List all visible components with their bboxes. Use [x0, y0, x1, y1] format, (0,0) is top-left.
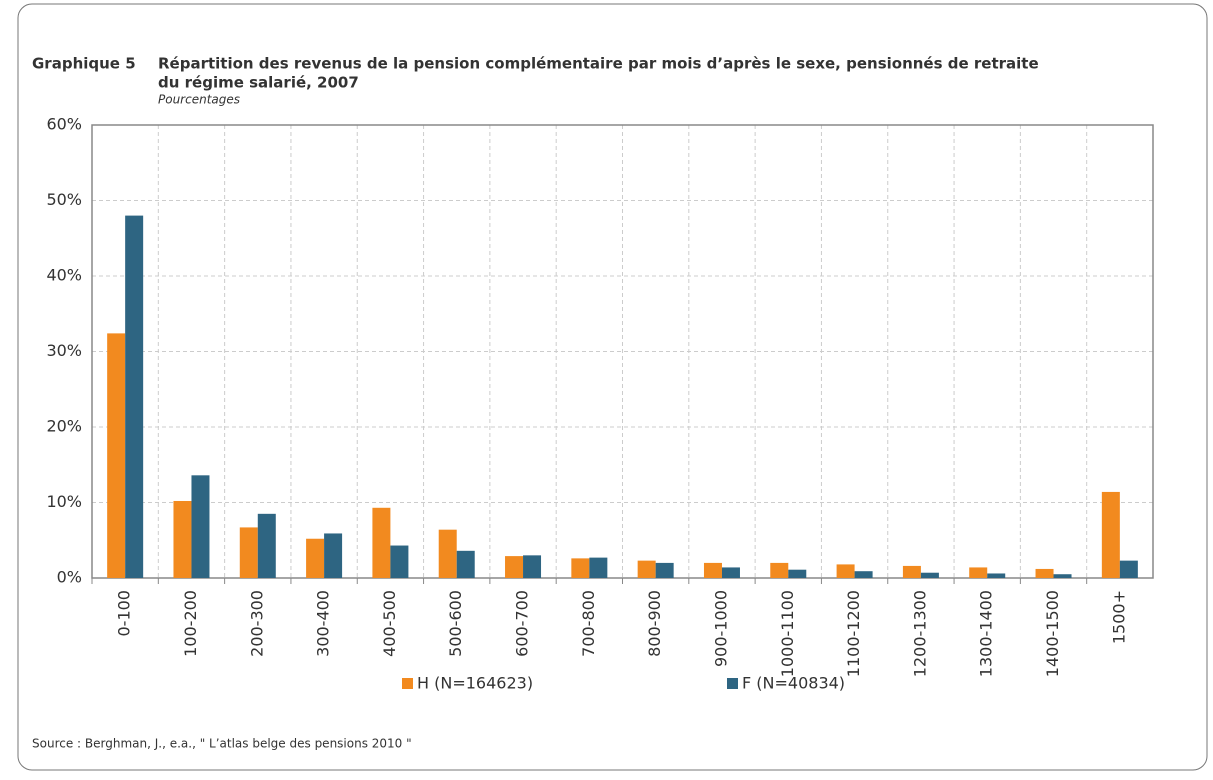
bar — [920, 572, 939, 578]
bar — [836, 564, 855, 578]
bar — [306, 538, 325, 578]
x-tick-label: 500-600 — [446, 590, 465, 657]
legend-swatch — [727, 678, 738, 689]
x-tick-label: 100-200 — [181, 590, 200, 657]
legend-label: H (N=164623) — [417, 674, 533, 693]
x-tick-label: 1500+ — [1109, 590, 1128, 644]
legend-label: F (N=40834) — [742, 674, 845, 693]
x-tick-label: 1200-1300 — [910, 590, 929, 677]
bar — [987, 573, 1006, 578]
chart-title: Répartition des revenus de la pension co… — [158, 55, 1039, 73]
bar — [854, 571, 873, 578]
bar — [523, 555, 542, 578]
source-note: Source : Berghman, J., e.a., " L’atlas b… — [32, 737, 412, 751]
x-tick-label: 900-1000 — [711, 590, 730, 667]
y-tick-label: 20% — [46, 417, 82, 436]
bar — [505, 556, 524, 578]
chart-subtitle: Pourcentages — [158, 93, 240, 107]
bar — [125, 215, 144, 578]
y-tick-label: 10% — [46, 492, 82, 511]
x-tick-label: 300-400 — [314, 590, 333, 657]
bar — [257, 513, 276, 578]
x-tick-label: 1100-1200 — [844, 590, 863, 677]
chart-label: Graphique 5 — [32, 55, 136, 73]
chart-title: du régime salarié, 2007 — [158, 74, 359, 92]
y-tick-label: 40% — [46, 266, 82, 285]
bar — [438, 529, 457, 578]
x-tick-label: 1000-1100 — [778, 590, 797, 677]
legend-swatch — [402, 678, 413, 689]
bar — [770, 562, 789, 578]
x-tick-label: 800-900 — [645, 590, 664, 657]
bar — [655, 562, 674, 578]
bar — [173, 500, 192, 578]
y-tick-label: 50% — [46, 190, 82, 209]
y-tick-label: 60% — [46, 115, 82, 134]
bar — [456, 550, 475, 578]
bar — [107, 333, 126, 578]
bar — [372, 507, 391, 578]
y-tick-label: 30% — [46, 341, 82, 360]
bar — [902, 565, 921, 578]
x-tick-label: 400-500 — [380, 590, 399, 657]
bar — [191, 475, 210, 578]
bar — [589, 557, 608, 578]
x-tick-label: 700-800 — [579, 590, 598, 657]
bar — [1035, 568, 1054, 578]
x-tick-label: 600-700 — [513, 590, 532, 657]
bar — [703, 562, 722, 578]
bar — [637, 560, 656, 578]
bar — [1119, 560, 1138, 578]
bar — [324, 533, 343, 578]
x-tick-label: 1400-1500 — [1043, 590, 1062, 677]
bar — [788, 569, 807, 578]
y-tick-label: 0% — [57, 568, 82, 587]
x-tick-label: 200-300 — [247, 590, 266, 657]
bar — [571, 558, 590, 578]
bar — [721, 567, 740, 578]
x-tick-label: 0-100 — [115, 590, 134, 637]
bar — [1053, 574, 1072, 578]
bar — [1101, 491, 1120, 578]
bar — [390, 545, 409, 578]
x-tick-label: 1300-1400 — [977, 590, 996, 677]
bar — [969, 567, 988, 578]
bar — [239, 527, 258, 578]
